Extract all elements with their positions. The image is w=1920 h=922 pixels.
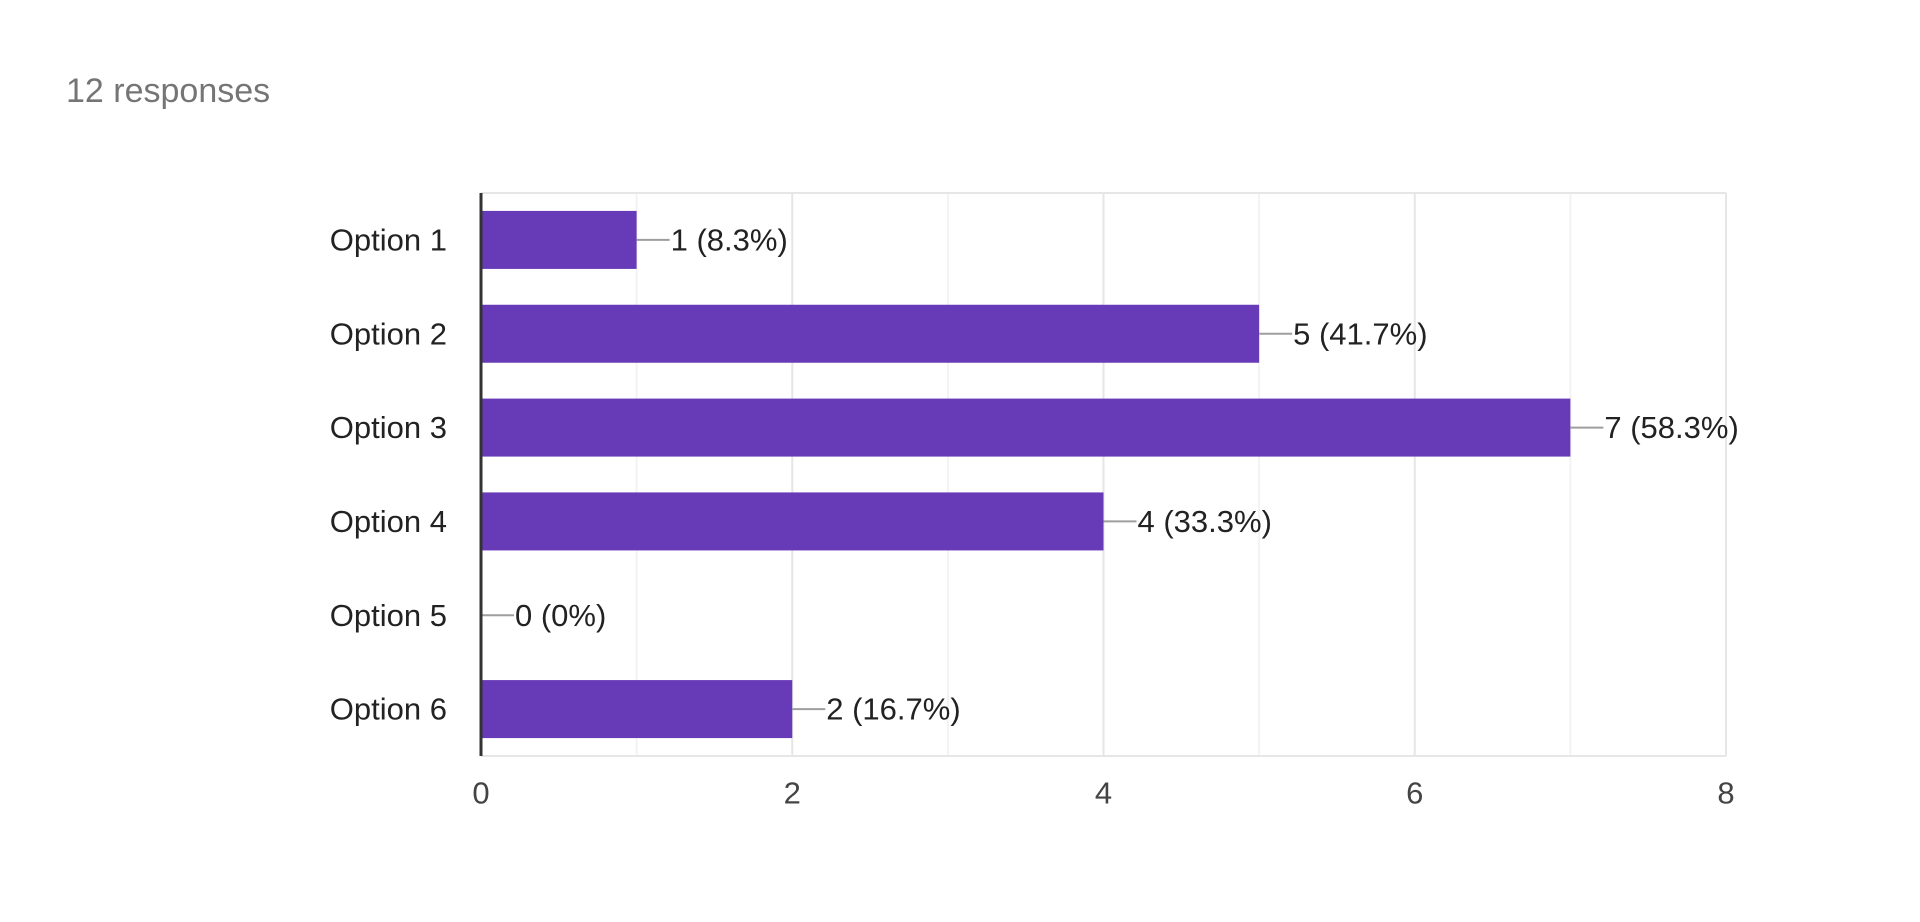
category-label-5: Option 5 bbox=[330, 598, 447, 633]
data-labels: 1 (8.3%) 5 (41.7%) 7 (58.3%) 4 (33.3%) 0 (0%… bbox=[515, 222, 1739, 726]
category-label-6: Option 6 bbox=[330, 692, 447, 727]
data-label-4: 4 (33.3%) bbox=[1138, 504, 1272, 539]
x-tick-label-0: 0 bbox=[472, 776, 489, 811]
responses-count: 12 responses bbox=[66, 72, 271, 110]
x-tick-label-4: 4 bbox=[1095, 776, 1112, 811]
data-label-6: 2 (16.7%) bbox=[826, 692, 960, 727]
category-labels: Option 1 Option 2 Option 3 Option 4 Option 5… bbox=[330, 222, 447, 726]
gridlines bbox=[481, 192, 1727, 757]
bars bbox=[481, 210, 1571, 739]
bar-3 bbox=[481, 398, 1571, 457]
category-label-3: Option 3 bbox=[330, 410, 447, 445]
category-label-4: Option 4 bbox=[330, 504, 447, 539]
bar-2 bbox=[481, 304, 1260, 363]
x-tick-label-2: 2 bbox=[784, 776, 801, 811]
data-label-1: 1 (8.3%) bbox=[671, 222, 788, 257]
data-label-2: 5 (41.7%) bbox=[1293, 316, 1427, 351]
category-label-1: Option 1 bbox=[330, 222, 447, 257]
leader-lines bbox=[481, 238, 1604, 711]
data-label-5: 0 (0%) bbox=[515, 598, 606, 633]
x-tick-label-8: 8 bbox=[1717, 776, 1734, 811]
bar-4 bbox=[481, 492, 1104, 551]
category-label-2: Option 2 bbox=[330, 316, 447, 351]
bar-6 bbox=[481, 680, 793, 739]
x-tick-label-6: 6 bbox=[1406, 776, 1423, 811]
bar-1 bbox=[481, 210, 637, 269]
data-label-3: 7 (58.3%) bbox=[1604, 410, 1738, 445]
tick-labels: 0 2 4 6 8 bbox=[472, 776, 1734, 811]
